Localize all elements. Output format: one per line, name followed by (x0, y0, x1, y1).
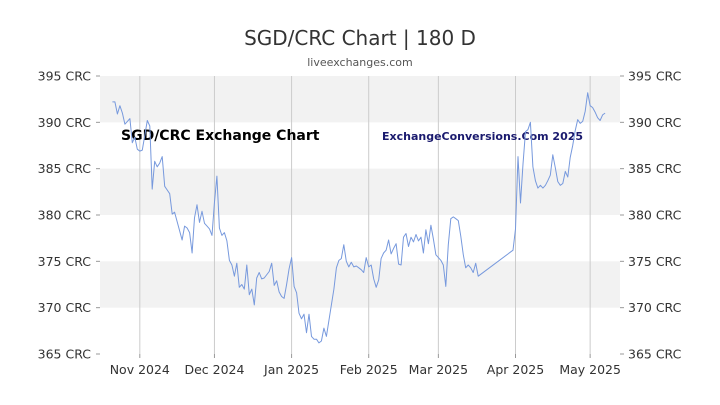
background-band (100, 76, 620, 123)
source-label: liveexchanges.com (307, 56, 413, 69)
y-tick-label-left: 395 CRC (38, 69, 92, 84)
x-axis: Nov 2024 Dec 2024 Jan 2025 Feb 2025 Mar 2025… (110, 354, 621, 377)
x-tick-label: Mar 2025 (409, 362, 468, 377)
watermarks: SGD/CRC Exchange Chart ExchangeConversio… (121, 128, 583, 144)
y-tick-label-right: 370 CRC (628, 300, 682, 315)
y-tick-label-left: 365 CRC (38, 347, 92, 362)
x-tick-label: Apr 2025 (487, 362, 544, 377)
watermark-left: SGD/CRC Exchange Chart (121, 128, 320, 144)
y-tick-label-left: 370 CRC (38, 300, 92, 315)
y-tick-label-right: 390 CRC (628, 115, 682, 130)
page-title: SGD/CRC Chart | 180 D (244, 26, 476, 50)
y-tick-label-left: 380 CRC (38, 208, 92, 223)
y-tick-label-left: 375 CRC (38, 254, 92, 269)
background-bands (100, 76, 620, 308)
x-tick-label: May 2025 (559, 362, 621, 377)
y-tick-label-right: 380 CRC (628, 208, 682, 223)
series-lines (112, 92, 606, 344)
y-tick-label-right: 385 CRC (628, 161, 682, 176)
y-tick-label-right: 395 CRC (628, 69, 682, 84)
x-tick-label: Nov 2024 (110, 362, 170, 377)
series-line (112, 92, 606, 344)
y-axis: 395 CRC 395 CRC 390 CRC 390 CRC 385 CRC 385 C… (38, 69, 682, 362)
x-tick-label: Jan 2025 (263, 362, 319, 377)
background-band (100, 168, 620, 215)
y-tick-label-left: 390 CRC (38, 115, 92, 130)
x-tick-label: Dec 2024 (184, 362, 244, 377)
y-tick-label-right: 375 CRC (628, 254, 682, 269)
y-tick-label-left: 385 CRC (38, 161, 92, 176)
y-tick-label-right: 365 CRC (628, 347, 682, 362)
x-tick-label: Feb 2025 (340, 362, 398, 377)
watermark-right: ExchangeConversions.Com 2025 (382, 130, 583, 143)
